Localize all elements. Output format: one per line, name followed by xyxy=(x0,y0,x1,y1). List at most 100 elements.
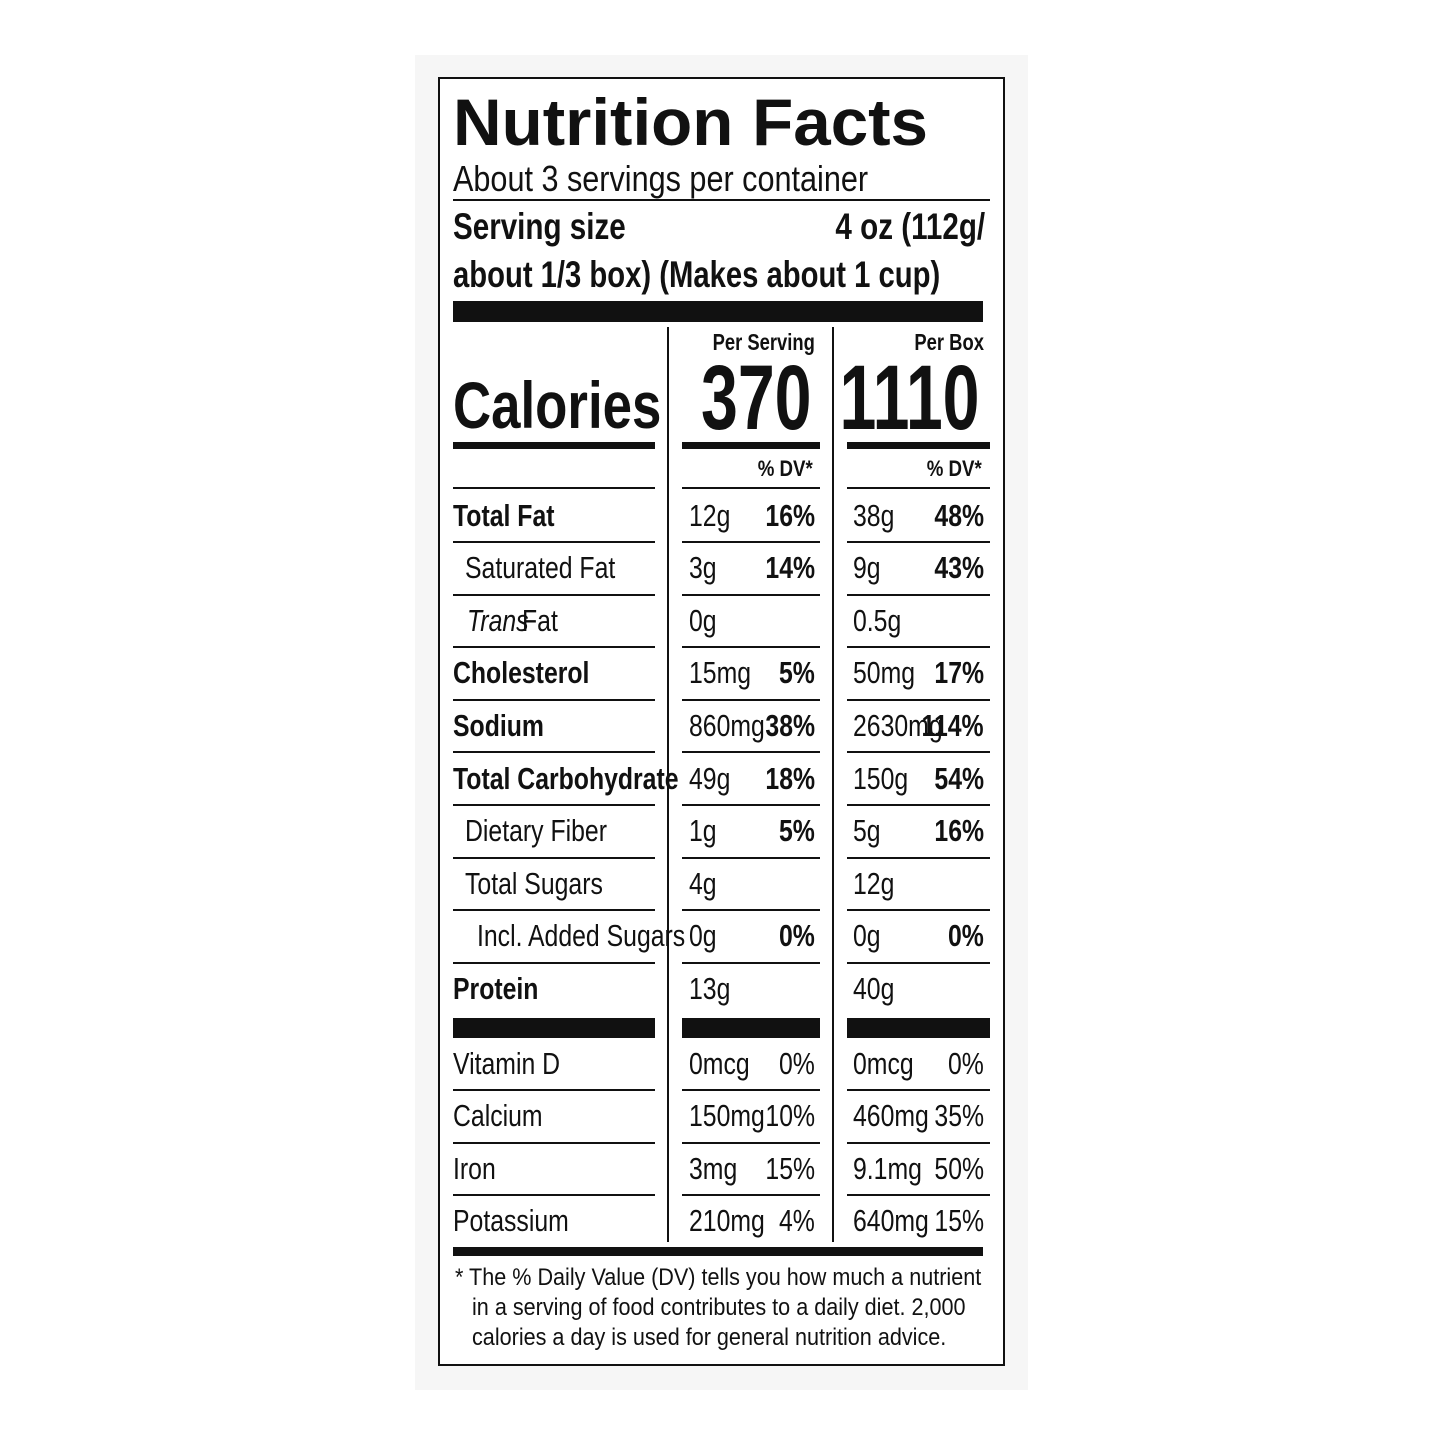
vitamin-name: Potassium xyxy=(453,1203,569,1239)
amount: 12g xyxy=(853,865,895,901)
amount: 1g xyxy=(689,813,717,849)
vitamin-name: Vitamin D xyxy=(453,1045,561,1081)
nutrient-name: Saturated Fat xyxy=(465,550,616,586)
rule xyxy=(847,646,990,649)
amount: 38g xyxy=(853,497,895,533)
rule xyxy=(453,1194,655,1197)
daily-value: 48% xyxy=(934,497,984,533)
daily-value: 17% xyxy=(934,655,984,691)
amount: 9.1mg xyxy=(853,1150,922,1186)
rule xyxy=(682,856,820,859)
amount: 150mg xyxy=(689,1098,765,1134)
amount: 49g xyxy=(689,760,731,796)
column-heading: Per Box xyxy=(914,328,984,355)
daily-value: 54% xyxy=(934,760,984,796)
rule xyxy=(847,856,990,859)
rule xyxy=(847,698,990,701)
dv-heading: % DV* xyxy=(757,456,813,481)
rule xyxy=(847,909,990,912)
daily-value: 4% xyxy=(779,1203,815,1239)
daily-value: 50% xyxy=(934,1150,984,1186)
thick-bar xyxy=(847,1018,990,1038)
daily-value: 5% xyxy=(779,813,815,849)
rule xyxy=(453,751,655,754)
daily-value: 14% xyxy=(765,550,815,586)
rule xyxy=(682,961,820,964)
daily-value: 18% xyxy=(765,760,815,796)
amount: 860mg xyxy=(689,707,765,743)
thick-bar xyxy=(453,301,983,322)
servings: About 3 servings per container xyxy=(453,158,869,199)
rule xyxy=(682,487,820,489)
rule xyxy=(682,1089,820,1091)
nutrient-name: Total Fat xyxy=(453,497,555,533)
daily-value: 0% xyxy=(779,1045,815,1081)
nutrient-name: Sodium xyxy=(453,707,544,743)
rule xyxy=(682,804,820,806)
amount: 50mg xyxy=(853,655,916,691)
rule xyxy=(847,1141,990,1144)
serving-size-label: Serving size xyxy=(453,205,626,247)
thick-bar xyxy=(682,1018,820,1038)
nutrient-name: Cholesterol xyxy=(453,655,590,691)
amount: 150g xyxy=(853,760,909,796)
thick-bar xyxy=(453,1247,983,1256)
vitamin-name: Calcium xyxy=(453,1098,543,1134)
rule xyxy=(453,487,655,489)
amount: 5g xyxy=(853,813,881,849)
nutrient-name: Dietary Fiber xyxy=(465,813,607,849)
daily-value: 15% xyxy=(765,1150,815,1186)
nutrient-name: Total Sugars xyxy=(465,865,603,901)
nutrient-name: Total Carbohydrate xyxy=(453,760,679,796)
rule xyxy=(453,909,655,912)
daily-value: 114% xyxy=(921,707,984,743)
dv-heading: % DV* xyxy=(926,456,982,481)
rule xyxy=(453,646,655,649)
amount: 4g xyxy=(689,865,717,901)
rule xyxy=(453,961,655,964)
title: Nutrition Facts xyxy=(453,85,929,159)
amount: 3g xyxy=(689,550,717,586)
calories-value: 1110 xyxy=(839,347,980,449)
rule xyxy=(847,541,990,543)
rule xyxy=(453,442,655,449)
column-heading: Per Serving xyxy=(712,328,815,355)
rule xyxy=(847,961,990,964)
rule xyxy=(847,593,990,596)
daily-value: 0% xyxy=(948,1045,984,1081)
daily-value: 0% xyxy=(779,918,815,954)
label-box xyxy=(438,77,1005,1366)
rule xyxy=(453,856,655,859)
amount: 210mg xyxy=(689,1203,765,1239)
amount: 15mg xyxy=(689,655,752,691)
nutrient-name: Incl. Added Sugars xyxy=(477,918,686,954)
calories-value: 370 xyxy=(700,347,811,449)
daily-value: 10% xyxy=(765,1098,815,1134)
daily-value: 15% xyxy=(934,1203,984,1239)
daily-value: 16% xyxy=(765,497,815,533)
rule xyxy=(682,541,820,543)
amount: 13g xyxy=(689,970,731,1006)
rule xyxy=(453,199,990,201)
daily-value: 35% xyxy=(934,1098,984,1134)
column-divider xyxy=(832,327,834,1242)
daily-value: 5% xyxy=(779,655,815,691)
vitamin-name: Iron xyxy=(453,1150,496,1186)
rule xyxy=(682,1194,820,1197)
amount: 640mg xyxy=(853,1203,929,1239)
rule xyxy=(847,487,990,489)
amount: 40g xyxy=(853,970,895,1006)
rule xyxy=(682,909,820,912)
rule xyxy=(682,1141,820,1144)
rule xyxy=(847,1194,990,1197)
amount: 2630mg xyxy=(853,707,943,743)
nutrient-name: Trans xyxy=(467,602,529,638)
calories-label: Calories xyxy=(453,368,662,442)
footnote-line: in a serving of food contributes to a da… xyxy=(472,1294,966,1321)
daily-value: 43% xyxy=(934,550,984,586)
rule xyxy=(682,593,820,596)
amount: 0mcg xyxy=(689,1045,750,1081)
rule xyxy=(453,541,655,543)
rule xyxy=(682,751,820,754)
rule xyxy=(847,804,990,806)
